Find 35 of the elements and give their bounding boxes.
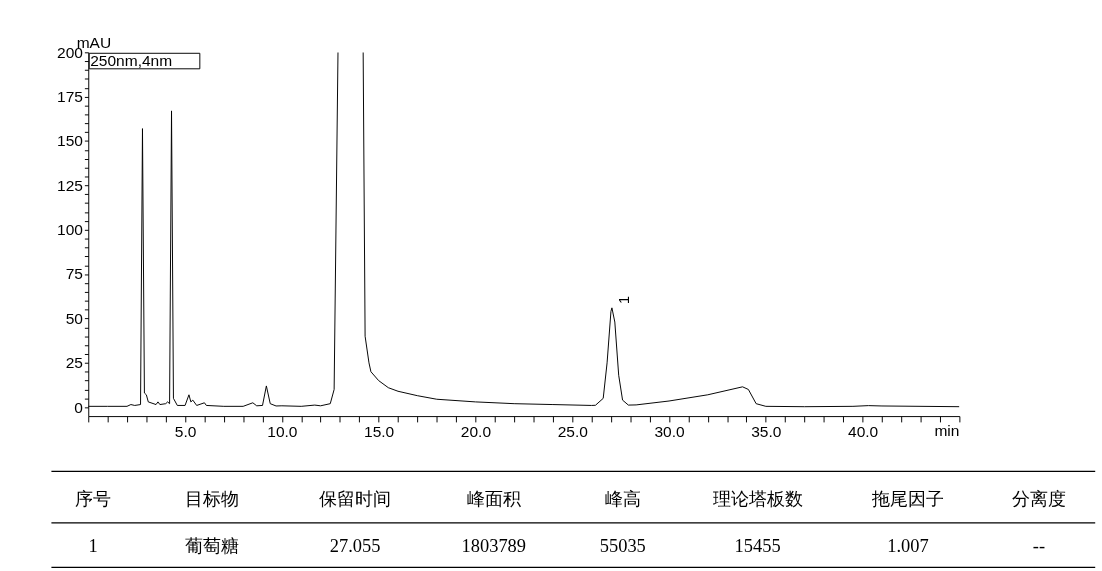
x-tick-label: 15.0: [364, 422, 395, 440]
text: 55035: [599, 535, 646, 556]
y-tick-label: 150: [57, 132, 84, 150]
y-tick-label: 25: [65, 354, 83, 372]
x-axis-title: min: [934, 422, 960, 440]
annotation: 250nm,4nm: [90, 51, 173, 69]
text: 理论塔板数: [712, 489, 803, 510]
y-tick-label: 100: [57, 221, 84, 239]
text: 1: [88, 535, 98, 556]
x-tick-label: 40.0: [847, 422, 879, 440]
text: 1803789: [461, 535, 527, 556]
text: 拖尾因子: [870, 489, 944, 510]
text: 序号: [75, 489, 112, 510]
y-tick-label: 75: [65, 265, 83, 283]
text: 峰面积: [466, 489, 521, 510]
text: 分离度: [1011, 489, 1066, 510]
x-tick-label: 5.0: [174, 422, 197, 440]
x-tick-label: 30.0: [654, 422, 685, 440]
x-tick-label: 35.0: [751, 422, 782, 440]
x-tick-label: 25.0: [557, 422, 589, 440]
x-tick-label: 10.0: [267, 422, 298, 440]
y-tick-label: 175: [57, 88, 83, 106]
y-tick-label: 50: [65, 309, 84, 327]
text: 保留时间: [319, 489, 392, 510]
text: 峰高: [604, 489, 641, 510]
text: 葡萄糖: [185, 535, 240, 556]
text: --: [1032, 535, 1046, 556]
y-tick-label: 0: [74, 398, 84, 416]
x-tick-label: 20.0: [460, 422, 492, 440]
text: 目标物: [185, 489, 240, 510]
text: 27.055: [329, 535, 381, 556]
annotation: 1: [616, 295, 633, 304]
text: 15455: [734, 535, 781, 556]
text: 1.007: [887, 535, 929, 556]
y-tick-label: 125: [57, 176, 83, 194]
